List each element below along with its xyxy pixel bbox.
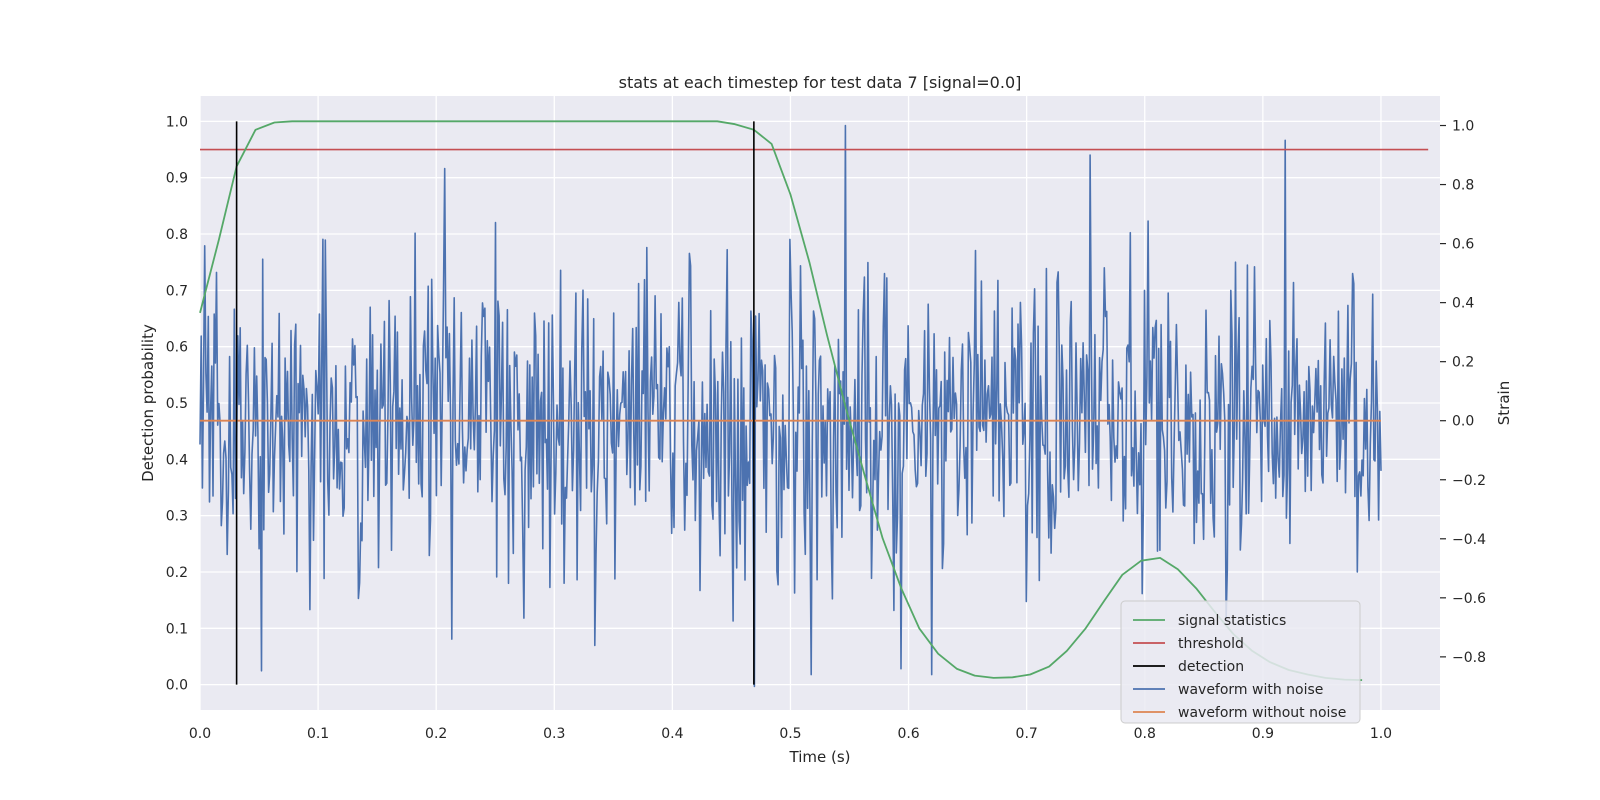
y-left-tick-label: 0.5 [166,396,188,412]
y-right-tick-label: −0.2 [1452,473,1486,489]
x-tick-label: 0.9 [1252,726,1274,742]
y-left-tick-label: 1.0 [166,114,188,130]
x-tick-label: 0.3 [543,726,565,742]
legend-entry: detection [1178,659,1244,675]
legend-entry: waveform without noise [1178,705,1346,721]
y-left-tick-label: 0.1 [166,621,188,637]
y-right-tick-label: −0.8 [1452,650,1486,666]
y-right-tick-label: 0.4 [1452,296,1474,312]
legend-entry: threshold [1178,636,1244,652]
y-right-tick-label: 1.0 [1452,119,1474,135]
x-tick-label: 0.7 [1016,726,1038,742]
y-right-tick-label: 0.8 [1452,178,1474,194]
y-axis-label-right: Strain [1495,381,1513,425]
legend-entry: waveform with noise [1178,682,1323,698]
y-left-tick-label: 0.9 [166,171,188,187]
y-right-tick-label: −0.4 [1452,532,1486,548]
chart-title: stats at each timestep for test data 7 [… [619,73,1022,92]
x-tick-label: 1.0 [1370,726,1392,742]
x-axis-label: Time (s) [789,748,851,766]
series-line-waveform-with-noise [199,124,1382,688]
y-axis-label-left: Detection probability [139,324,157,482]
x-tick-label: 0.2 [425,726,447,742]
x-tick-label: 0.6 [897,726,919,742]
x-tick-label: 0.5 [779,726,801,742]
y-left-tick-label: 0.6 [166,340,188,356]
legend-entry: signal statistics [1178,613,1286,629]
x-tick-label: 0.0 [189,726,211,742]
y-left-tick-label: 0.4 [166,452,188,468]
tick-labels: 0.0 0.1 0.2 0.3 0.4 0.5 0.6 0.7 0.8 0.9 1.0 0.0 0.1 0… [166,114,1486,742]
y-right-tick-label: 0.2 [1452,355,1474,371]
y-right-tick-label: 0.0 [1452,414,1474,430]
y-right-tick-label: 0.6 [1452,237,1474,253]
legend-box [1120,600,1361,724]
y-left-tick-label: 0.7 [166,283,188,299]
y-right-tick-label: −0.6 [1452,591,1486,607]
legend: signal statistics threshold detection wavef… [1120,600,1361,724]
y-left-tick-label: 0.0 [166,678,188,694]
y-left-tick-label: 0.3 [166,509,188,525]
y-left-tick-label: 0.2 [166,565,188,581]
x-tick-label: 0.8 [1134,726,1156,742]
x-tick-label: 0.4 [661,726,683,742]
y-left-tick-label: 0.8 [166,227,188,243]
x-tick-label: 0.1 [307,726,329,742]
